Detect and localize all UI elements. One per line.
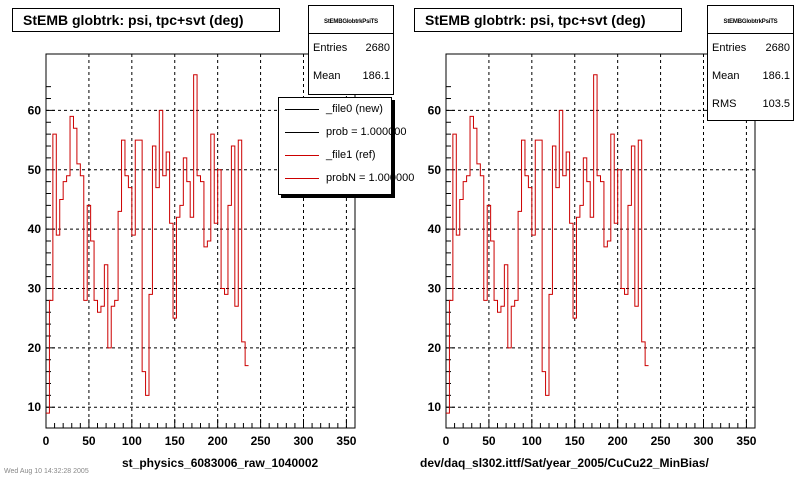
left-stats-row-entries: Entries 2680 — [309, 34, 393, 62]
left-y-tick-label-30: 30 — [28, 281, 42, 295]
left-x-tick-label-200: 200 — [208, 434, 228, 448]
left-stats-mean-value: 186.1 — [362, 70, 390, 82]
right-x-tick-label-300: 300 — [693, 434, 713, 448]
left-y-tick-label-40: 40 — [28, 222, 42, 236]
left-x-tick-label-50: 50 — [82, 434, 96, 448]
legend-swatch-file1 — [285, 155, 319, 156]
left-x-tick-label-100: 100 — [122, 434, 142, 448]
right-chart-title: StEMB globtrk: psi, tpc+svt (deg) — [414, 8, 682, 32]
legend-swatch-probn — [285, 178, 319, 179]
right-y-tick-label-10: 10 — [428, 400, 442, 414]
right-y-tick-label-20: 20 — [428, 341, 442, 355]
left-y-tick-label-10: 10 — [28, 400, 42, 414]
right-stats-mean-value: 186.1 — [762, 70, 790, 82]
legend-label-prob: prob = 1.000000 — [326, 126, 407, 138]
left-x-tick-label-150: 150 — [165, 434, 185, 448]
left-chart-title: StEMB globtrk: psi, tpc+svt (deg) — [12, 8, 280, 32]
left-x-tick-label-250: 250 — [251, 434, 271, 448]
legend-label-file0: _file0 (new) — [326, 103, 383, 115]
right-x-tick-label-200: 200 — [608, 434, 628, 448]
left-x-tick-label-300: 300 — [293, 434, 313, 448]
right-stats-entries-value: 2680 — [765, 42, 790, 54]
left-legend: _file0 (new) prob = 1.000000 _file1 (ref… — [278, 97, 414, 195]
left-x-axis-label: st_physics_6083006_raw_1040002 — [122, 456, 319, 470]
right-x-tick-label-250: 250 — [651, 434, 671, 448]
right-y-tick-label-50: 50 — [428, 163, 442, 177]
right-x-tick-label-0: 0 — [443, 434, 450, 448]
right-stats-row-entries: Entries 2680 — [708, 34, 793, 62]
right-x-tick-label-350: 350 — [736, 434, 756, 448]
left-stats-mean-label: Mean — [313, 70, 341, 82]
right-stats-mean-label: Mean — [712, 70, 740, 82]
left-stats-box: StEMBGlobtrkPsiTS Entries 2680 Mean 186.… — [308, 5, 394, 95]
right-x-tick-label-50: 50 — [482, 434, 496, 448]
right-stats-row-mean: Mean 186.1 — [708, 62, 793, 90]
legend-swatch-prob — [285, 132, 319, 133]
legend-entry-file1: _file1 (ref) — [279, 144, 391, 167]
left-stats-entries-label: Entries — [313, 42, 348, 54]
left-stats-title: StEMBGlobtrkPsiTS — [309, 6, 393, 34]
right-y-tick-label-60: 60 — [428, 103, 442, 117]
right-stats-box: StEMBGlobtrkPsiTS Entries 2680 Mean 186.… — [707, 5, 794, 121]
right-stats-entries-label: Entries — [712, 42, 747, 54]
right-y-tick-label-40: 40 — [428, 222, 442, 236]
right-y-tick-label-30: 30 — [428, 281, 442, 295]
legend-entry-file0: _file0 (new) — [279, 98, 391, 121]
left-y-tick-label-60: 60 — [28, 103, 42, 117]
left-y-tick-label-20: 20 — [28, 341, 42, 355]
right-stats-rms-label: RMS — [712, 98, 737, 110]
right-stats-title: StEMBGlobtrkPsiTS — [708, 6, 793, 34]
left-stats-row-mean: Mean 186.1 — [309, 62, 393, 90]
right-stats-rms-value: 103.5 — [762, 98, 790, 110]
legend-label-probn: probN = 1.000000 — [326, 172, 415, 184]
right-x-tick-label-150: 150 — [565, 434, 585, 448]
legend-entry-probn: probN = 1.000000 — [279, 167, 414, 190]
legend-entry-prob: prob = 1.000000 — [279, 121, 406, 144]
right-x-axis-label: dev/daq_sl302.ittf/Sat/year_2005/CuCu22_… — [420, 456, 709, 470]
left-x-tick-label-350: 350 — [336, 434, 356, 448]
right-stats-row-rms: RMS 103.5 — [708, 90, 793, 118]
left-series-0-histogram — [46, 74, 249, 414]
right-series-0-histogram — [446, 74, 649, 414]
left-x-tick-label-0: 0 — [43, 434, 50, 448]
timestamp-footnote: Wed Aug 10 14:32:28 2005 — [4, 468, 89, 475]
legend-swatch-file0 — [285, 109, 319, 110]
left-stats-entries-value: 2680 — [365, 42, 390, 54]
right-x-tick-label-100: 100 — [522, 434, 542, 448]
left-y-tick-label-50: 50 — [28, 163, 42, 177]
legend-label-file1: _file1 (ref) — [326, 149, 376, 161]
